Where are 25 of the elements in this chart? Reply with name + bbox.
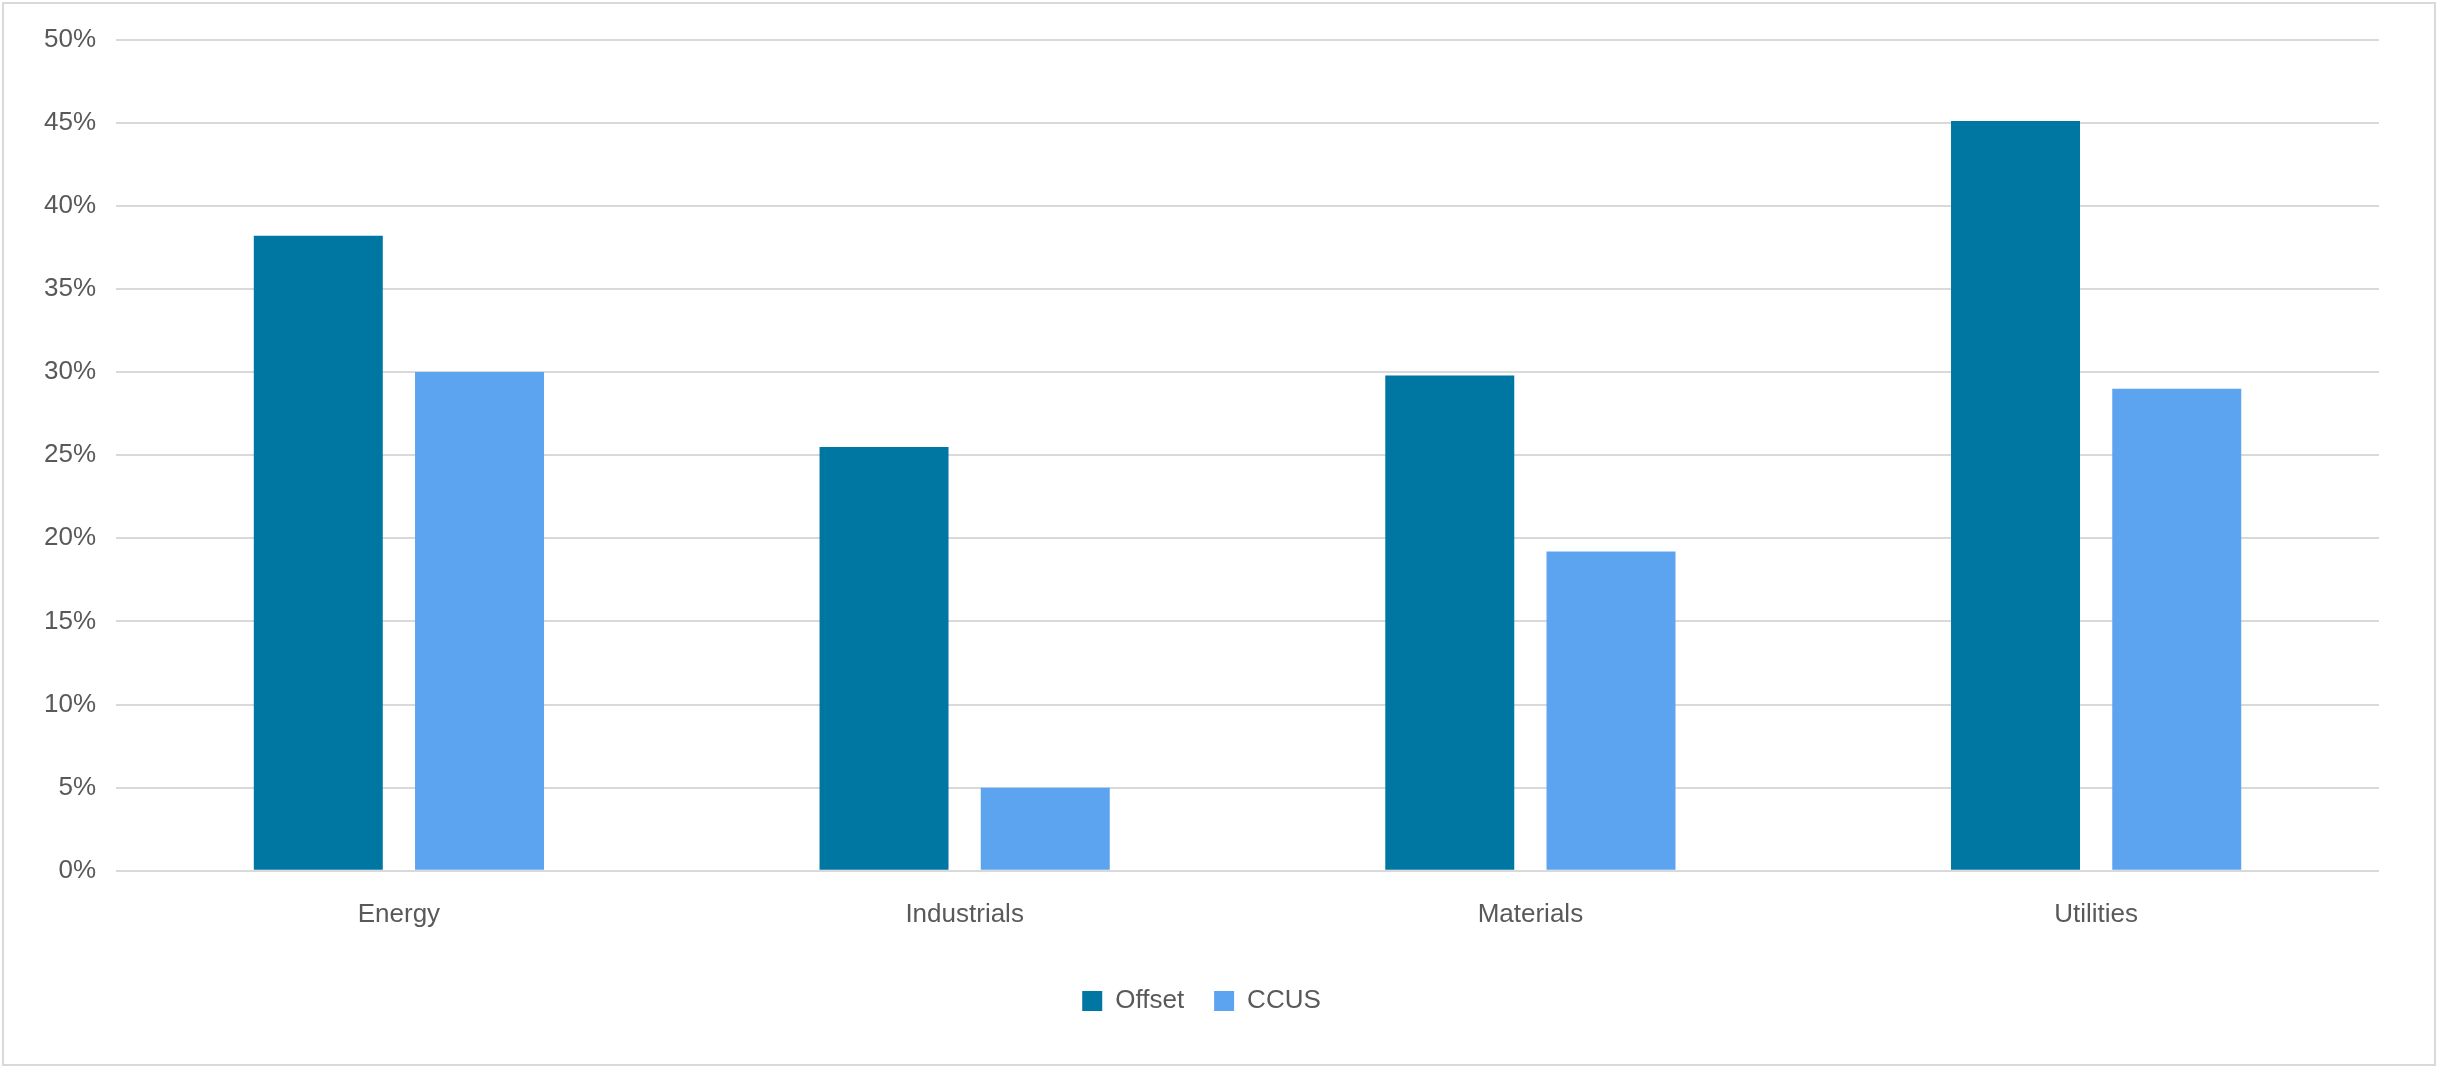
y-tick-label: 50%	[43, 22, 97, 53]
y-tick-label: 0%	[58, 853, 97, 884]
y-tick-label: 40%	[43, 189, 97, 220]
legend-label: CCUS	[1247, 984, 1321, 1015]
legend-label: Offset	[1115, 984, 1185, 1015]
y-tick-label: 45%	[43, 105, 97, 136]
y-tick-label: 5%	[58, 770, 97, 801]
y-tick-label: 35%	[43, 272, 97, 303]
y-tick-label: 10%	[43, 687, 97, 718]
bar	[819, 446, 949, 870]
bar	[1546, 551, 1676, 870]
bar	[1385, 375, 1515, 870]
bar	[980, 787, 1110, 870]
bar	[415, 372, 545, 870]
bar	[2112, 388, 2242, 870]
y-tick-label: 30%	[43, 355, 97, 386]
x-tick-label: Energy	[357, 897, 441, 928]
y-tick-label: 20%	[43, 521, 97, 552]
y-tick-label: 25%	[43, 438, 97, 469]
y-tick-label: 15%	[43, 604, 97, 635]
x-tick-label: Industrials	[905, 897, 1024, 928]
bar	[1951, 121, 2081, 870]
bar	[253, 235, 383, 870]
x-tick-label: Materials	[1477, 897, 1584, 928]
x-tick-label: Utilities	[2054, 897, 2139, 928]
